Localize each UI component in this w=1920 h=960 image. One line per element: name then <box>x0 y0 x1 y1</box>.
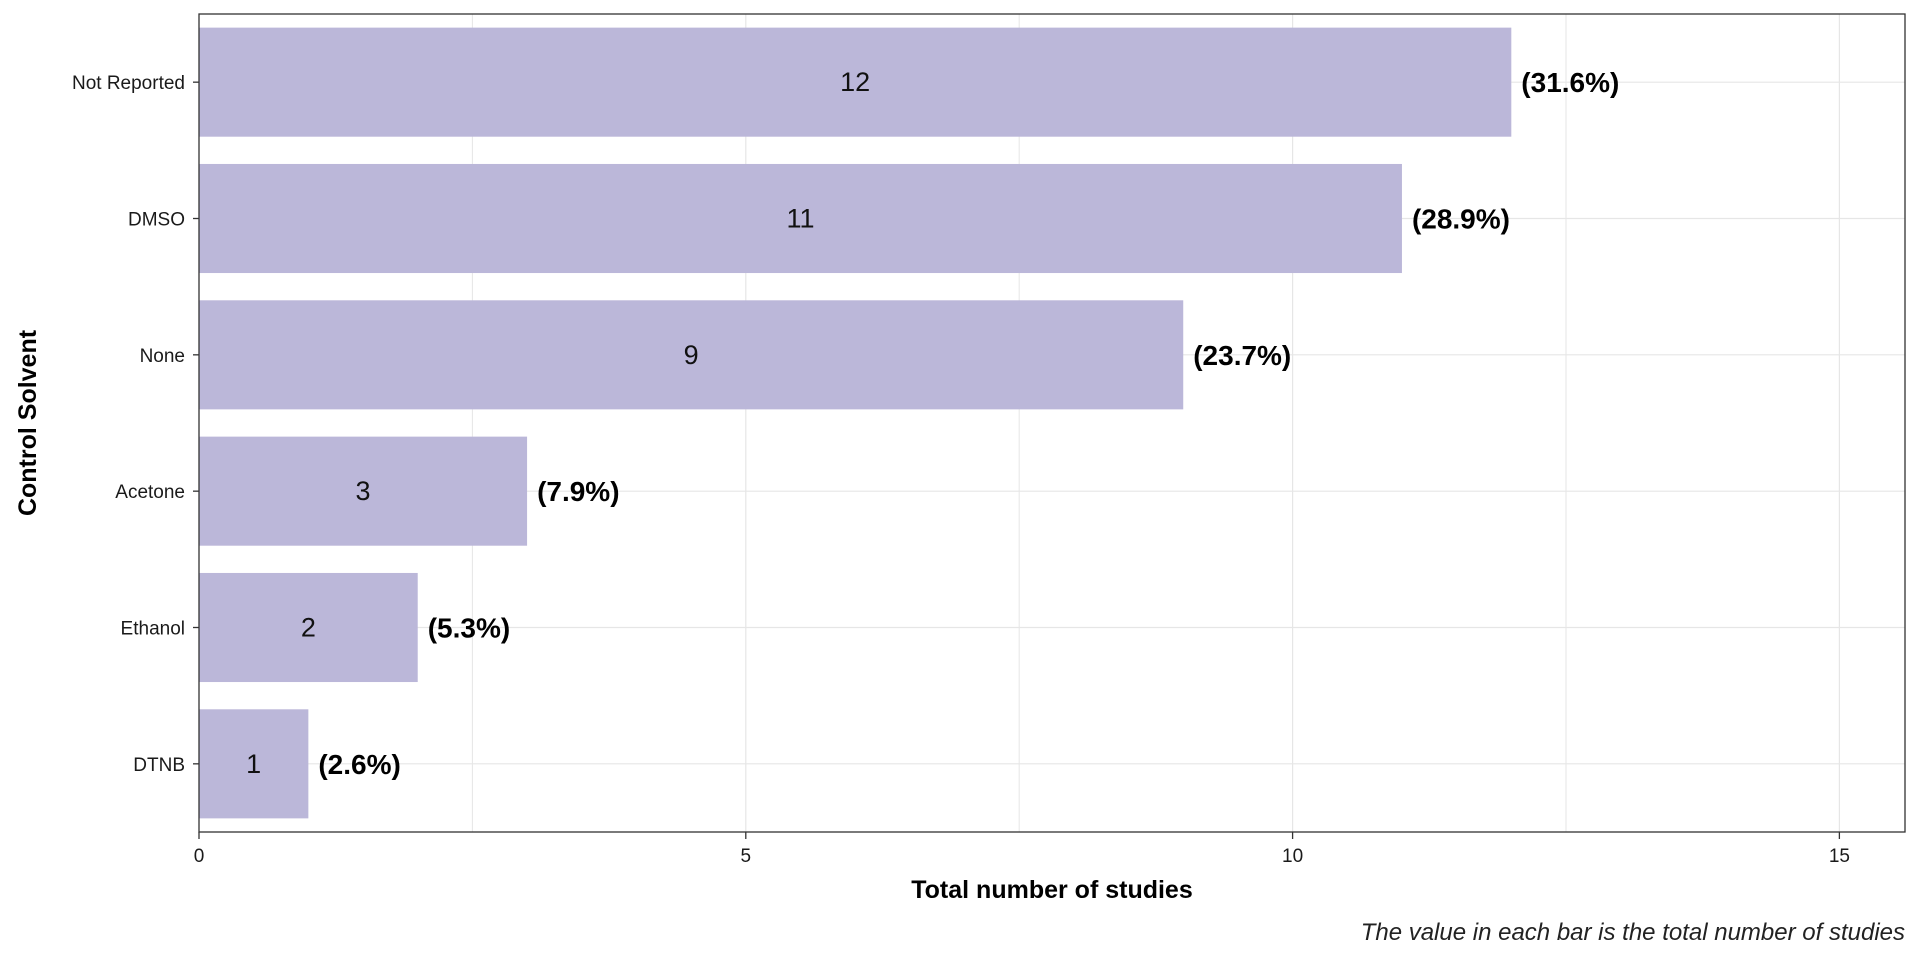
bar-value-label: 1 <box>246 749 261 779</box>
plot-frame <box>198 13 1906 833</box>
bar-percent-label: (7.9%) <box>537 476 619 507</box>
bar-percent-label: (23.7%) <box>1193 340 1291 371</box>
bar-percent-label: (31.6%) <box>1521 67 1619 98</box>
y-tick-label: DMSO <box>128 210 185 231</box>
bar-none <box>199 300 1184 410</box>
y-axis-title: Control Solvent <box>14 329 42 516</box>
bar-value-label: 3 <box>356 476 371 506</box>
y-tick-label: DTNB <box>133 755 185 776</box>
bar-percent-label: (2.6%) <box>318 749 400 780</box>
x-tick-label: 15 <box>1829 846 1850 867</box>
tick-layer: Not Reported DMSO None Acetone Ethanol DTNB 0 5… <box>72 73 1850 867</box>
bar-value-label: 12 <box>840 67 870 97</box>
bar-acetone <box>199 436 528 546</box>
bar-value-label: 2 <box>301 613 316 643</box>
bar-value-label: 11 <box>786 204 814 234</box>
bar-not-reported <box>199 27 1512 137</box>
bar-dmso <box>199 163 1402 274</box>
y-tick-label: Ethanol <box>121 619 185 640</box>
bar-dtnb <box>199 709 309 819</box>
chart-caption: The value in each bar is the total numbe… <box>1361 919 1905 946</box>
y-tick-label: Acetone <box>115 482 185 503</box>
bar-value-label: 9 <box>684 340 699 370</box>
x-axis-title: Total number of studies <box>911 876 1193 904</box>
x-tick-label: 0 <box>194 846 205 867</box>
bar-percent-label: (28.9%) <box>1412 204 1510 235</box>
label-layer: 12 (31.6%) 11 (28.9%) 9 (23.7%) 3 (7.9%) 2 (5.3%)… <box>246 67 1619 780</box>
bar-layer <box>199 27 1512 819</box>
x-tick-label: 10 <box>1282 846 1303 867</box>
x-tick-label: 5 <box>741 846 752 867</box>
y-tick-label: Not Reported <box>72 73 185 94</box>
bar-percent-label: (5.3%) <box>428 613 510 644</box>
bar-ethanol <box>199 572 418 683</box>
y-tick-label: None <box>140 346 185 367</box>
